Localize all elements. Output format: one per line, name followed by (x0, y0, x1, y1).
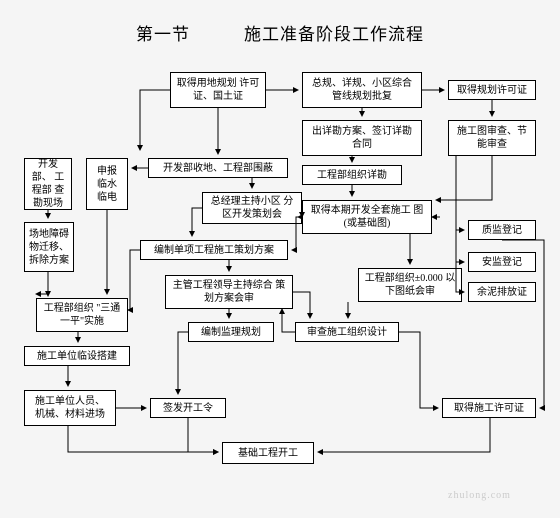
node-n4: 出详勘方案、签订详勘 合同 (302, 120, 422, 156)
node-n23: 施工单位人员、 机械、材料进场 (24, 390, 116, 426)
node-n25: 取得施工许可证 (442, 398, 536, 418)
node-n11: 取得本期开发全套施工 图(或基础图) (302, 200, 432, 234)
node-n7: 工程部组织详勘 (302, 165, 402, 185)
node-n20: 编制监理规划 (188, 322, 274, 342)
node-n10: 总经理主持小区 分区开发策划会 (202, 192, 302, 224)
node-n19: 工程部组织 "三通一平"实施 (36, 298, 128, 332)
node-n1: 取得用地规划 许可证、国土证 (170, 72, 266, 108)
node-n2: 总规、详规、小区综合 管线规划批复 (302, 72, 422, 108)
node-n9: 申报 临水 临电 (86, 158, 128, 210)
node-n6: 开发部收地、工程部围蔽 (148, 158, 288, 178)
node-n26: 基础工程开工 (222, 442, 314, 464)
node-n3: 取得规划许可证 (448, 80, 536, 100)
node-n5: 施工图审查、节 能审查 (448, 120, 536, 156)
node-n8: 开发部、 工程部 查勘现场 (24, 158, 72, 210)
node-n21: 审查施工组织设计 (295, 322, 399, 342)
node-n13: 场地障碍 物迁移、 拆除方案 (24, 222, 74, 272)
node-n22: 施工单位临设搭建 (24, 346, 130, 366)
node-n24: 签发开工令 (150, 398, 226, 418)
watermark-text: zhulong.com (448, 490, 511, 501)
node-n16: 余泥排放证 (468, 282, 536, 302)
node-n17: 主管工程领导主持综合 策划方案会审 (165, 275, 293, 309)
node-n15: 安监登记 (468, 252, 536, 272)
node-n12: 质监登记 (468, 220, 536, 240)
page-title: 第一节 施工准备阶段工作流程 (0, 20, 560, 45)
node-n18: 工程部组织±0.000 以下图纸会审 (358, 268, 462, 302)
node-n14: 编制单项工程施工策划方案 (140, 240, 288, 260)
